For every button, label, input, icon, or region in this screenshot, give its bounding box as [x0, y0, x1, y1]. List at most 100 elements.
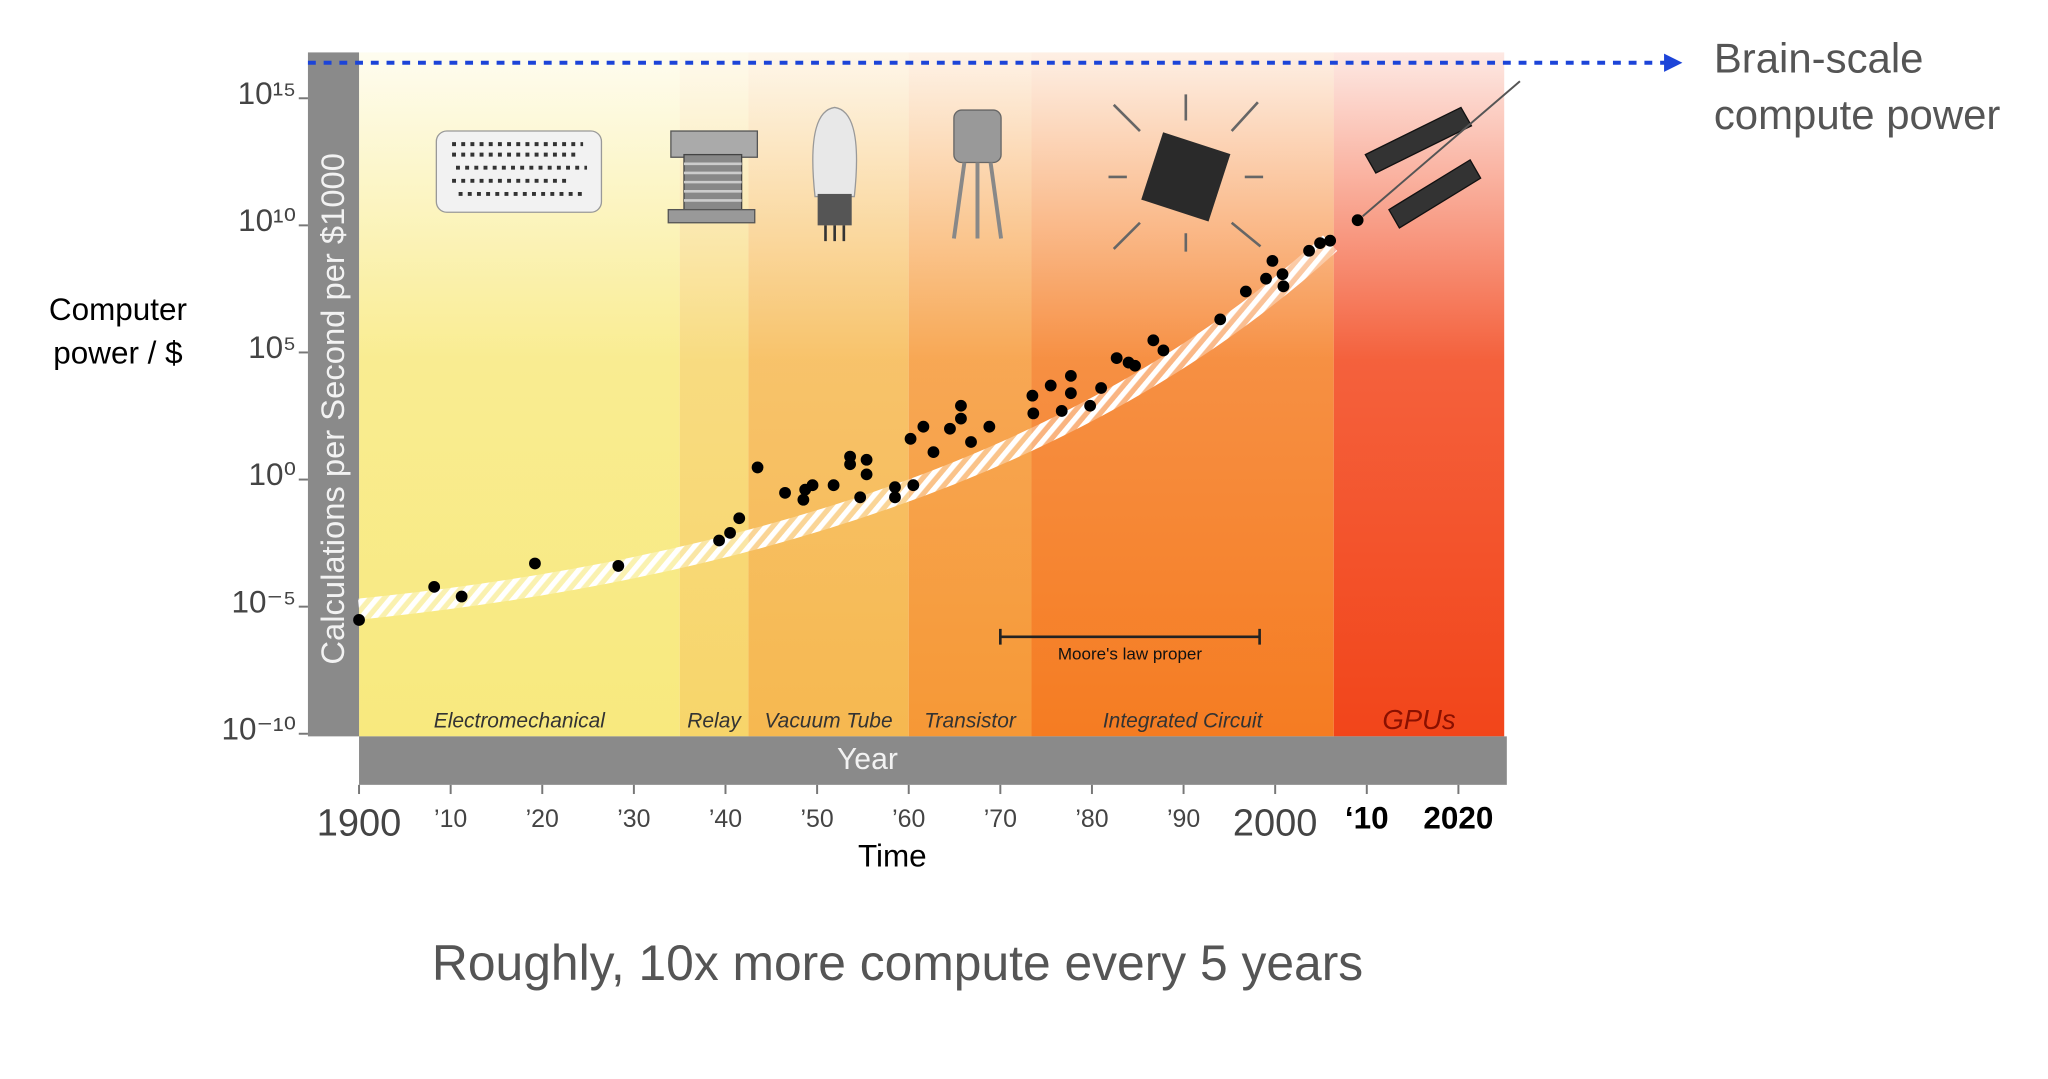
era-label: Integrated Circuit: [1103, 709, 1264, 732]
data-point: [965, 436, 977, 448]
data-point: [854, 491, 867, 504]
data-point: [1095, 382, 1108, 394]
era-label: Relay: [687, 709, 742, 732]
y-tick-label: 10¹⁰: [238, 203, 296, 238]
era-band: [908, 52, 1032, 737]
data-point: [860, 468, 873, 481]
data-point: [724, 526, 736, 539]
trend-band: [357, 235, 1338, 620]
chip-icon: [1108, 94, 1264, 252]
data-point: [806, 479, 819, 492]
data-point: [1064, 387, 1077, 400]
data-point: [1129, 359, 1141, 372]
caption: Roughly, 10x more compute every 5 years: [432, 935, 1363, 991]
gpu-icon: [1362, 80, 1521, 229]
data-point: [713, 534, 725, 547]
data-point: [907, 479, 920, 492]
x-tick-label: ’50: [801, 805, 834, 833]
data-point: [1027, 407, 1040, 420]
reference-label: Brain-scale: [1714, 35, 1924, 82]
data-point: [860, 453, 873, 466]
x-tick-label: ’80: [1075, 805, 1108, 833]
era-label: Electromechanical: [434, 709, 607, 732]
x-tick-label: ’10: [434, 805, 467, 833]
x-tick-label: ‘10: [1345, 801, 1389, 836]
annotation-bracket: [999, 628, 1261, 645]
data-point: [1055, 405, 1068, 417]
data-point: [1214, 313, 1227, 326]
data-point: [1303, 244, 1315, 257]
annotation-text: Moore's law proper: [1058, 645, 1202, 664]
data-point: [1314, 237, 1326, 250]
y-label: power / $: [53, 335, 182, 370]
data-point: [1157, 344, 1170, 357]
relay-icon: [667, 130, 759, 224]
data-point: [1239, 285, 1252, 298]
x-label: Time: [858, 839, 927, 874]
x-tick-label: ’30: [617, 805, 650, 833]
data-point: [1260, 272, 1272, 285]
era-label: Transistor: [924, 709, 1017, 732]
data-point: [779, 486, 791, 499]
x-tick-label: 2000: [1233, 802, 1318, 844]
data-point: [889, 481, 901, 494]
x-tick-label: ’70: [984, 805, 1017, 833]
data-point: [1084, 399, 1097, 412]
y-axis-title: Calculations per Second per $1000: [314, 153, 351, 665]
x-tick-label: 1900: [317, 802, 402, 844]
data-point: [353, 614, 365, 626]
transistor-icon: [951, 109, 1004, 239]
data-point: [797, 493, 810, 506]
data-point: [944, 422, 956, 435]
data-point: [1277, 280, 1290, 293]
data-point: [1324, 234, 1337, 247]
data-point: [917, 420, 930, 433]
vacuum-tube-icon: [812, 106, 858, 242]
data-point: [455, 590, 468, 603]
y-tick-label: 10⁻¹⁰: [222, 711, 297, 746]
era-bands: Electromechanical Relay Vacuum Tube Transis…: [359, 52, 1505, 737]
data-point: [889, 491, 901, 504]
data-point: [751, 461, 764, 474]
era-label: GPUs: [1382, 704, 1456, 735]
data-point: [927, 446, 940, 459]
x-tick-label: ’60: [892, 805, 925, 833]
data-point: [844, 458, 856, 471]
y-axis-bar: [307, 52, 360, 737]
plot: 10⁻¹⁰ 10⁻⁵ 10⁰ 10⁵ 10¹⁰ 10¹⁵ 1900 ’10 ’20 ’30 ’40 ’…: [222, 35, 2001, 845]
data-point: [904, 432, 917, 445]
reference-arrow: [1664, 53, 1683, 72]
data-point: [733, 512, 746, 525]
y-tick-label: 10⁻⁵: [232, 584, 297, 619]
y-label: Computer: [49, 292, 187, 327]
y-tick-label: 10⁵: [248, 330, 296, 365]
y-tick-label: 10¹⁵: [238, 76, 296, 111]
data-point: [1110, 352, 1123, 364]
data-point: [1064, 369, 1077, 382]
data-point: [529, 557, 541, 570]
era-band: [1333, 52, 1505, 737]
data-point: [955, 399, 967, 412]
punch-card-icon: [435, 130, 603, 213]
x-tick-label: ’90: [1167, 805, 1200, 833]
data-point: [1026, 389, 1039, 402]
x-tick-label: ’20: [526, 805, 559, 833]
data-point: [1044, 379, 1057, 392]
era-label: Vacuum Tube: [764, 709, 892, 732]
data-point: [827, 479, 840, 492]
data-point: [983, 420, 996, 433]
x-tick-label: ’40: [709, 805, 742, 833]
x-axis-title: Year: [837, 743, 898, 776]
x-tick-label: 2020: [1423, 801, 1493, 836]
x-axis-bar: [359, 736, 1507, 785]
reference-label: compute power: [1714, 91, 2001, 138]
data-point: [1351, 214, 1364, 227]
data-point: [612, 560, 625, 572]
data-point: [1147, 334, 1160, 347]
data-point: [428, 580, 441, 593]
data-point: [1266, 255, 1279, 267]
y-tick-label: 10⁰: [249, 457, 297, 492]
data-point: [955, 412, 967, 425]
